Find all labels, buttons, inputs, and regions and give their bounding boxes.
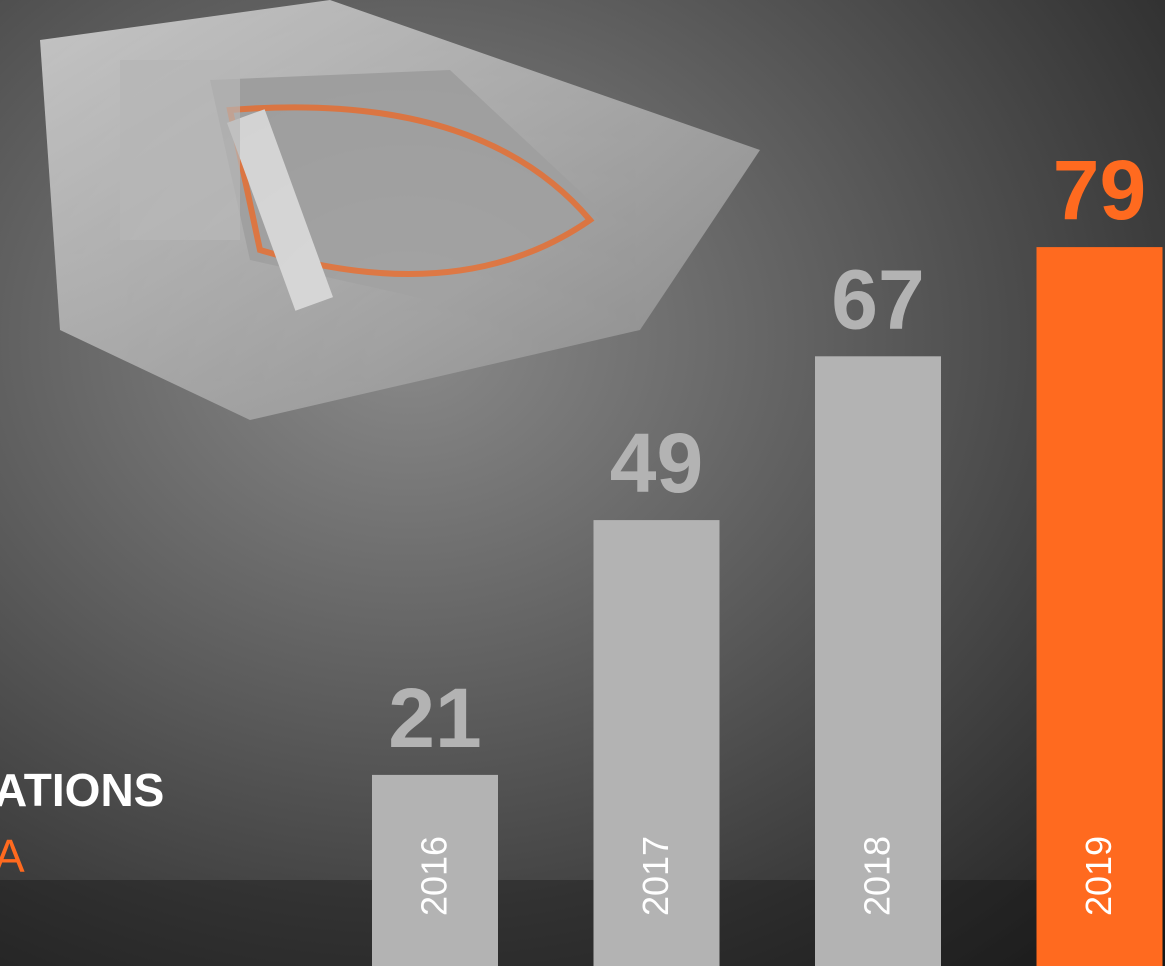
bar — [372, 774, 498, 966]
x-tick-label: 2017 — [635, 836, 676, 916]
annotation: A — [0, 830, 25, 882]
annotation: ATIONS — [0, 764, 164, 816]
bar — [815, 356, 941, 966]
value-label: 79 — [1053, 143, 1146, 237]
floor-shade — [0, 880, 1165, 966]
bar — [1036, 247, 1163, 966]
value-label: 21 — [388, 671, 481, 765]
value-label: 49 — [610, 416, 703, 510]
bar — [593, 520, 720, 966]
machine-image — [40, 0, 760, 420]
x-tick-label: 2018 — [857, 836, 898, 916]
x-tick-label: 2019 — [1078, 836, 1119, 916]
value-label: 67 — [831, 252, 924, 346]
x-tick-label: 2016 — [414, 836, 455, 916]
